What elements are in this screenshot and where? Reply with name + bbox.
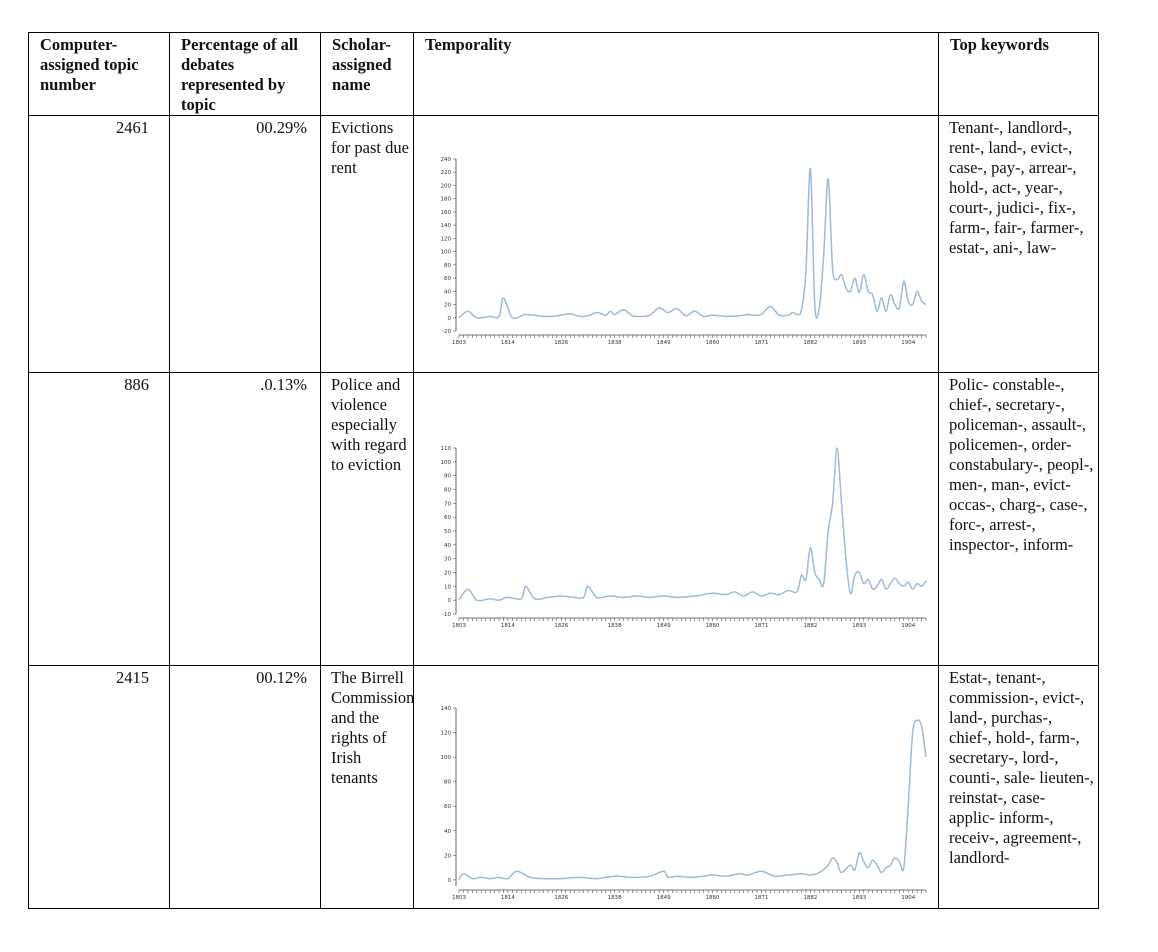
y-tick-label: 30 bbox=[444, 557, 451, 563]
x-tick-label: 1893 bbox=[852, 623, 866, 629]
series-line bbox=[458, 719, 927, 881]
topic-name: The Birrell Commission and the rights of… bbox=[320, 665, 414, 909]
x-tick-label: 1838 bbox=[608, 895, 622, 901]
topic-keywords: Tenant-, landlord-, rent-, land-, evict-… bbox=[938, 115, 1099, 373]
temporality-chart: 0 20 40 60 80 100 120 140 1803 1814 1826 1838 1849 18… bbox=[441, 706, 927, 901]
x-tick-label: 1838 bbox=[608, 340, 622, 346]
temporality-cell: -20 0 20 40 60 80 100 120 140 160 180 200 220 240 1803… bbox=[413, 115, 939, 373]
header-percentage: Percentage of all debates represented by… bbox=[169, 32, 321, 116]
x-tick-label: 1849 bbox=[657, 623, 671, 629]
y-tick-label: 40 bbox=[444, 543, 451, 549]
x-tick-label: 1860 bbox=[706, 895, 720, 901]
y-tick-label: 40 bbox=[444, 829, 451, 835]
y-tick-label: 80 bbox=[444, 263, 451, 269]
table-row: 2415 00.12% The Birrell Commission and t… bbox=[28, 665, 1099, 909]
x-tick-label: 1860 bbox=[706, 340, 720, 346]
x-tick-label: 1904 bbox=[901, 340, 915, 346]
y-tick-label: 0 bbox=[448, 598, 452, 604]
x-tick-label: 1904 bbox=[901, 623, 915, 629]
x-tick-label: 1849 bbox=[657, 340, 671, 346]
topic-percentage: 00.29% bbox=[169, 115, 321, 373]
x-tick-label: 1882 bbox=[803, 895, 817, 901]
x-tick-label: 1849 bbox=[657, 895, 671, 901]
x-tick-label: 1803 bbox=[452, 895, 466, 901]
y-tick-label: 140 bbox=[441, 706, 452, 712]
topic-name: Police and violence especially with rega… bbox=[320, 372, 414, 666]
topic-table: Computer-assigned topic number Percentag… bbox=[28, 32, 1099, 909]
y-tick-label: 220 bbox=[441, 170, 452, 176]
topic-number: 2461 bbox=[28, 115, 170, 373]
x-tick-label: 1871 bbox=[754, 623, 768, 629]
y-tick-label: 100 bbox=[441, 250, 452, 256]
x-tick-label: 1882 bbox=[803, 340, 817, 346]
x-tick-label: 1803 bbox=[452, 623, 466, 629]
y-tick-label: 120 bbox=[441, 236, 452, 242]
temporality-cell: -10 0 10 20 30 40 50 60 70 80 90 100 110 1803 1814 1826… bbox=[413, 372, 939, 666]
x-tick-label: 1814 bbox=[501, 340, 515, 346]
y-tick-label: 50 bbox=[444, 529, 451, 535]
y-tick-label: -20 bbox=[442, 329, 451, 335]
y-tick-label: 80 bbox=[444, 780, 451, 786]
y-tick-label: 200 bbox=[441, 183, 452, 189]
y-tick-label: 0 bbox=[448, 316, 452, 322]
x-tick-label: 1826 bbox=[554, 623, 568, 629]
topic-number: 2415 bbox=[28, 665, 170, 909]
y-tick-label: 60 bbox=[444, 804, 451, 810]
y-tick-label: 240 bbox=[441, 157, 452, 163]
y-tick-label: 100 bbox=[441, 755, 452, 761]
temporality-chart: -10 0 10 20 30 40 50 60 70 80 90 100 110 1803 1814 1826… bbox=[441, 446, 927, 629]
y-tick-label: 120 bbox=[441, 731, 452, 737]
y-tick-label: 110 bbox=[441, 446, 452, 452]
x-tick-label: 1814 bbox=[501, 895, 515, 901]
y-tick-label: 10 bbox=[444, 584, 451, 590]
header-topic-number: Computer-assigned topic number bbox=[28, 32, 170, 116]
table-row: 886 .0.13% Police and violence especiall… bbox=[28, 372, 1099, 666]
y-tick-label: 60 bbox=[444, 515, 451, 521]
table-row: 2461 00.29% Evictions for past due rent … bbox=[28, 115, 1099, 373]
y-tick-label: 90 bbox=[444, 474, 451, 480]
topic-keywords: Estat-, tenant-, commission-, evict-, la… bbox=[938, 665, 1099, 909]
series-line bbox=[458, 168, 927, 320]
topic-number: 886 bbox=[28, 372, 170, 666]
x-tick-label: 1814 bbox=[501, 623, 515, 629]
x-tick-label: 1893 bbox=[852, 340, 866, 346]
x-tick-label: 1904 bbox=[901, 895, 915, 901]
header-row: Computer-assigned topic number Percentag… bbox=[28, 32, 1099, 116]
x-tick-label: 1871 bbox=[754, 340, 768, 346]
series-line bbox=[458, 447, 927, 602]
y-tick-label: 80 bbox=[444, 488, 451, 494]
y-tick-label: 20 bbox=[444, 303, 451, 309]
y-tick-label: 100 bbox=[441, 460, 452, 466]
y-tick-label: 160 bbox=[441, 210, 452, 216]
y-tick-label: 140 bbox=[441, 223, 452, 229]
topic-percentage: 00.12% bbox=[169, 665, 321, 909]
topic-percentage: .0.13% bbox=[169, 372, 321, 666]
x-tick-label: 1860 bbox=[706, 623, 720, 629]
y-tick-label: 20 bbox=[444, 571, 451, 577]
y-tick-label: 40 bbox=[444, 289, 451, 295]
x-tick-label: 1893 bbox=[852, 895, 866, 901]
header-temporality: Temporality bbox=[413, 32, 939, 116]
x-tick-label: 1803 bbox=[452, 340, 466, 346]
x-tick-label: 1871 bbox=[754, 895, 768, 901]
y-tick-label: 20 bbox=[444, 853, 451, 859]
y-tick-label: -10 bbox=[442, 612, 451, 618]
header-scholar-name: Scholar-assigned name bbox=[320, 32, 414, 116]
topic-name: Evictions for past due rent bbox=[320, 115, 414, 373]
y-tick-label: 60 bbox=[444, 276, 451, 282]
y-tick-label: 0 bbox=[448, 878, 452, 884]
x-tick-label: 1838 bbox=[608, 623, 622, 629]
temporality-cell: 0 20 40 60 80 100 120 140 1803 1814 1826 1838 1849 18… bbox=[413, 665, 939, 909]
x-tick-label: 1826 bbox=[554, 340, 568, 346]
x-tick-label: 1826 bbox=[554, 895, 568, 901]
topic-keywords: Polic- constable-, chief-, secretary-, p… bbox=[938, 372, 1099, 666]
header-keywords: Top keywords bbox=[938, 32, 1099, 116]
x-tick-label: 1882 bbox=[803, 623, 817, 629]
temporality-chart: -20 0 20 40 60 80 100 120 140 160 180 200 220 240 1803… bbox=[441, 157, 927, 346]
y-tick-label: 70 bbox=[444, 501, 451, 507]
y-tick-label: 180 bbox=[441, 197, 452, 203]
